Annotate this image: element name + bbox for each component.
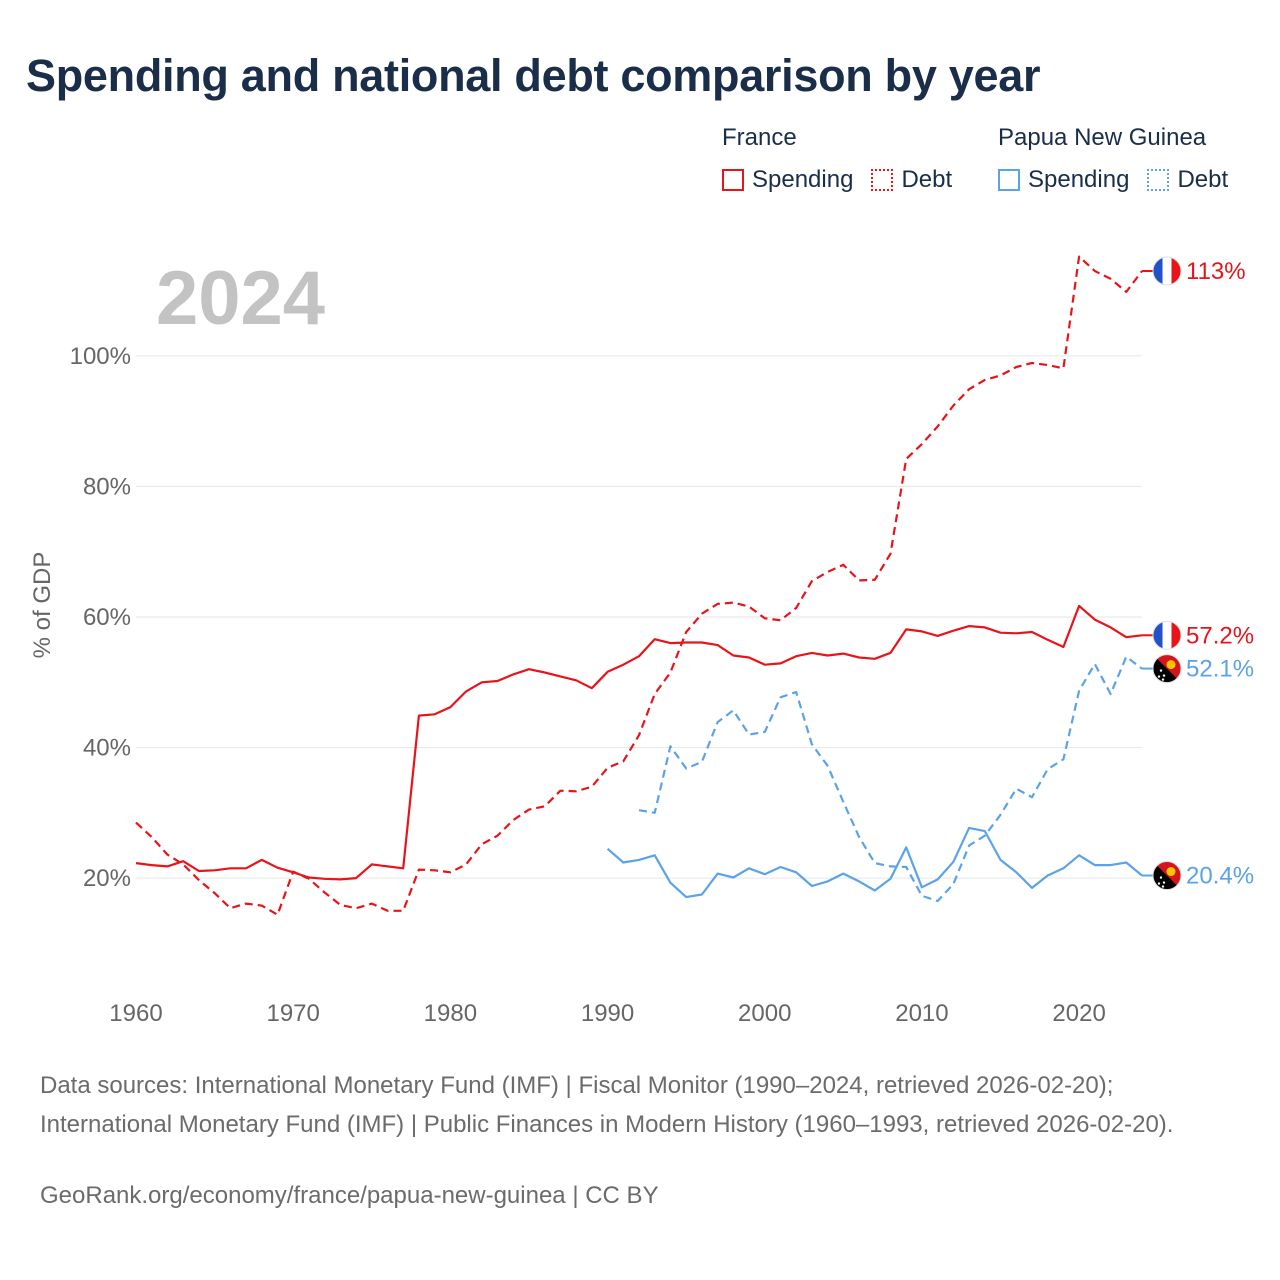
end-markers: 57.2% 113% 20.4% 52.1% bbox=[1142, 256, 1254, 891]
legend-swatch-solid bbox=[722, 169, 744, 191]
y-tick-label: 60% bbox=[83, 604, 131, 631]
data-sources: Data sources: International Monetary Fun… bbox=[40, 1072, 1174, 1138]
legend-swatch-solid bbox=[998, 169, 1020, 191]
legend-item-png-debt[interactable]: Debt bbox=[1147, 166, 1228, 194]
attribution: GeoRank.org/economy/france/papua-new-gui… bbox=[40, 1182, 659, 1209]
x-tick-label: 2010 bbox=[895, 1000, 948, 1027]
series-line-france-spending bbox=[135, 604, 1143, 881]
x-tick-label: 1980 bbox=[424, 1000, 477, 1027]
y-axis: 20% 40% 60% 80% 100% bbox=[70, 343, 131, 892]
series-layer bbox=[135, 255, 1143, 916]
year-watermark: 2024 bbox=[156, 256, 325, 341]
y-tick-label: 40% bbox=[83, 735, 131, 762]
legend-item-france-debt[interactable]: Debt bbox=[871, 166, 952, 194]
y-tick-label: 100% bbox=[70, 343, 131, 370]
legend-group-france: France Spending Debt bbox=[722, 124, 970, 194]
x-axis: 1960 1970 1980 1990 2000 2010 2020 bbox=[109, 1000, 1106, 1027]
end-value-label: 57.2% bbox=[1186, 622, 1254, 649]
series-line-papua-new-guinea-spending bbox=[606, 826, 1143, 899]
france-flag-icon bbox=[1152, 256, 1182, 286]
end-value-label: 52.1% bbox=[1186, 656, 1254, 683]
gridlines bbox=[136, 355, 1142, 879]
y-tick-label: 80% bbox=[83, 473, 131, 500]
series-line-france-debt bbox=[135, 255, 1143, 916]
legend-label: Debt bbox=[1177, 166, 1229, 193]
end-value-label: 20.4% bbox=[1186, 863, 1254, 890]
france-flag-icon bbox=[1152, 620, 1182, 650]
legend-country-label: Papua New Guinea bbox=[998, 124, 1207, 151]
legend-group-papua-new-guinea: Papua New Guinea Spending Debt bbox=[998, 124, 1246, 194]
x-tick-label: 1990 bbox=[581, 1000, 634, 1027]
x-tick-label: 1960 bbox=[109, 1000, 162, 1027]
legend-item-france-spending[interactable]: Spending bbox=[722, 166, 853, 194]
line-chart: 20% 40% 60% 80% 100% 1960 1970 1980 1990 2000 201… bbox=[29, 255, 1254, 1027]
legend-swatch-dotted bbox=[871, 169, 894, 191]
y-tick-label: 20% bbox=[83, 865, 131, 892]
legend-country-label: France bbox=[722, 124, 797, 151]
series-line-papua-new-guinea-debt bbox=[638, 655, 1143, 903]
x-tick-label: 2020 bbox=[1052, 1000, 1105, 1027]
legend-item-png-spending[interactable]: Spending bbox=[998, 166, 1129, 194]
y-axis-label: % of GDP bbox=[29, 552, 56, 659]
png-flag-icon bbox=[1152, 654, 1182, 684]
x-tick-label: 2000 bbox=[738, 1000, 791, 1027]
legend-label: Spending bbox=[1028, 166, 1130, 193]
end-value-label: 113% bbox=[1186, 258, 1246, 285]
legend-label: Spending bbox=[752, 166, 854, 193]
legend-label: Debt bbox=[901, 166, 953, 193]
legend-swatch-dotted bbox=[1147, 169, 1170, 191]
x-tick-label: 1970 bbox=[266, 1000, 319, 1027]
chart-title: Spending and national debt comparison by… bbox=[26, 50, 1041, 101]
png-flag-icon bbox=[1152, 861, 1182, 891]
